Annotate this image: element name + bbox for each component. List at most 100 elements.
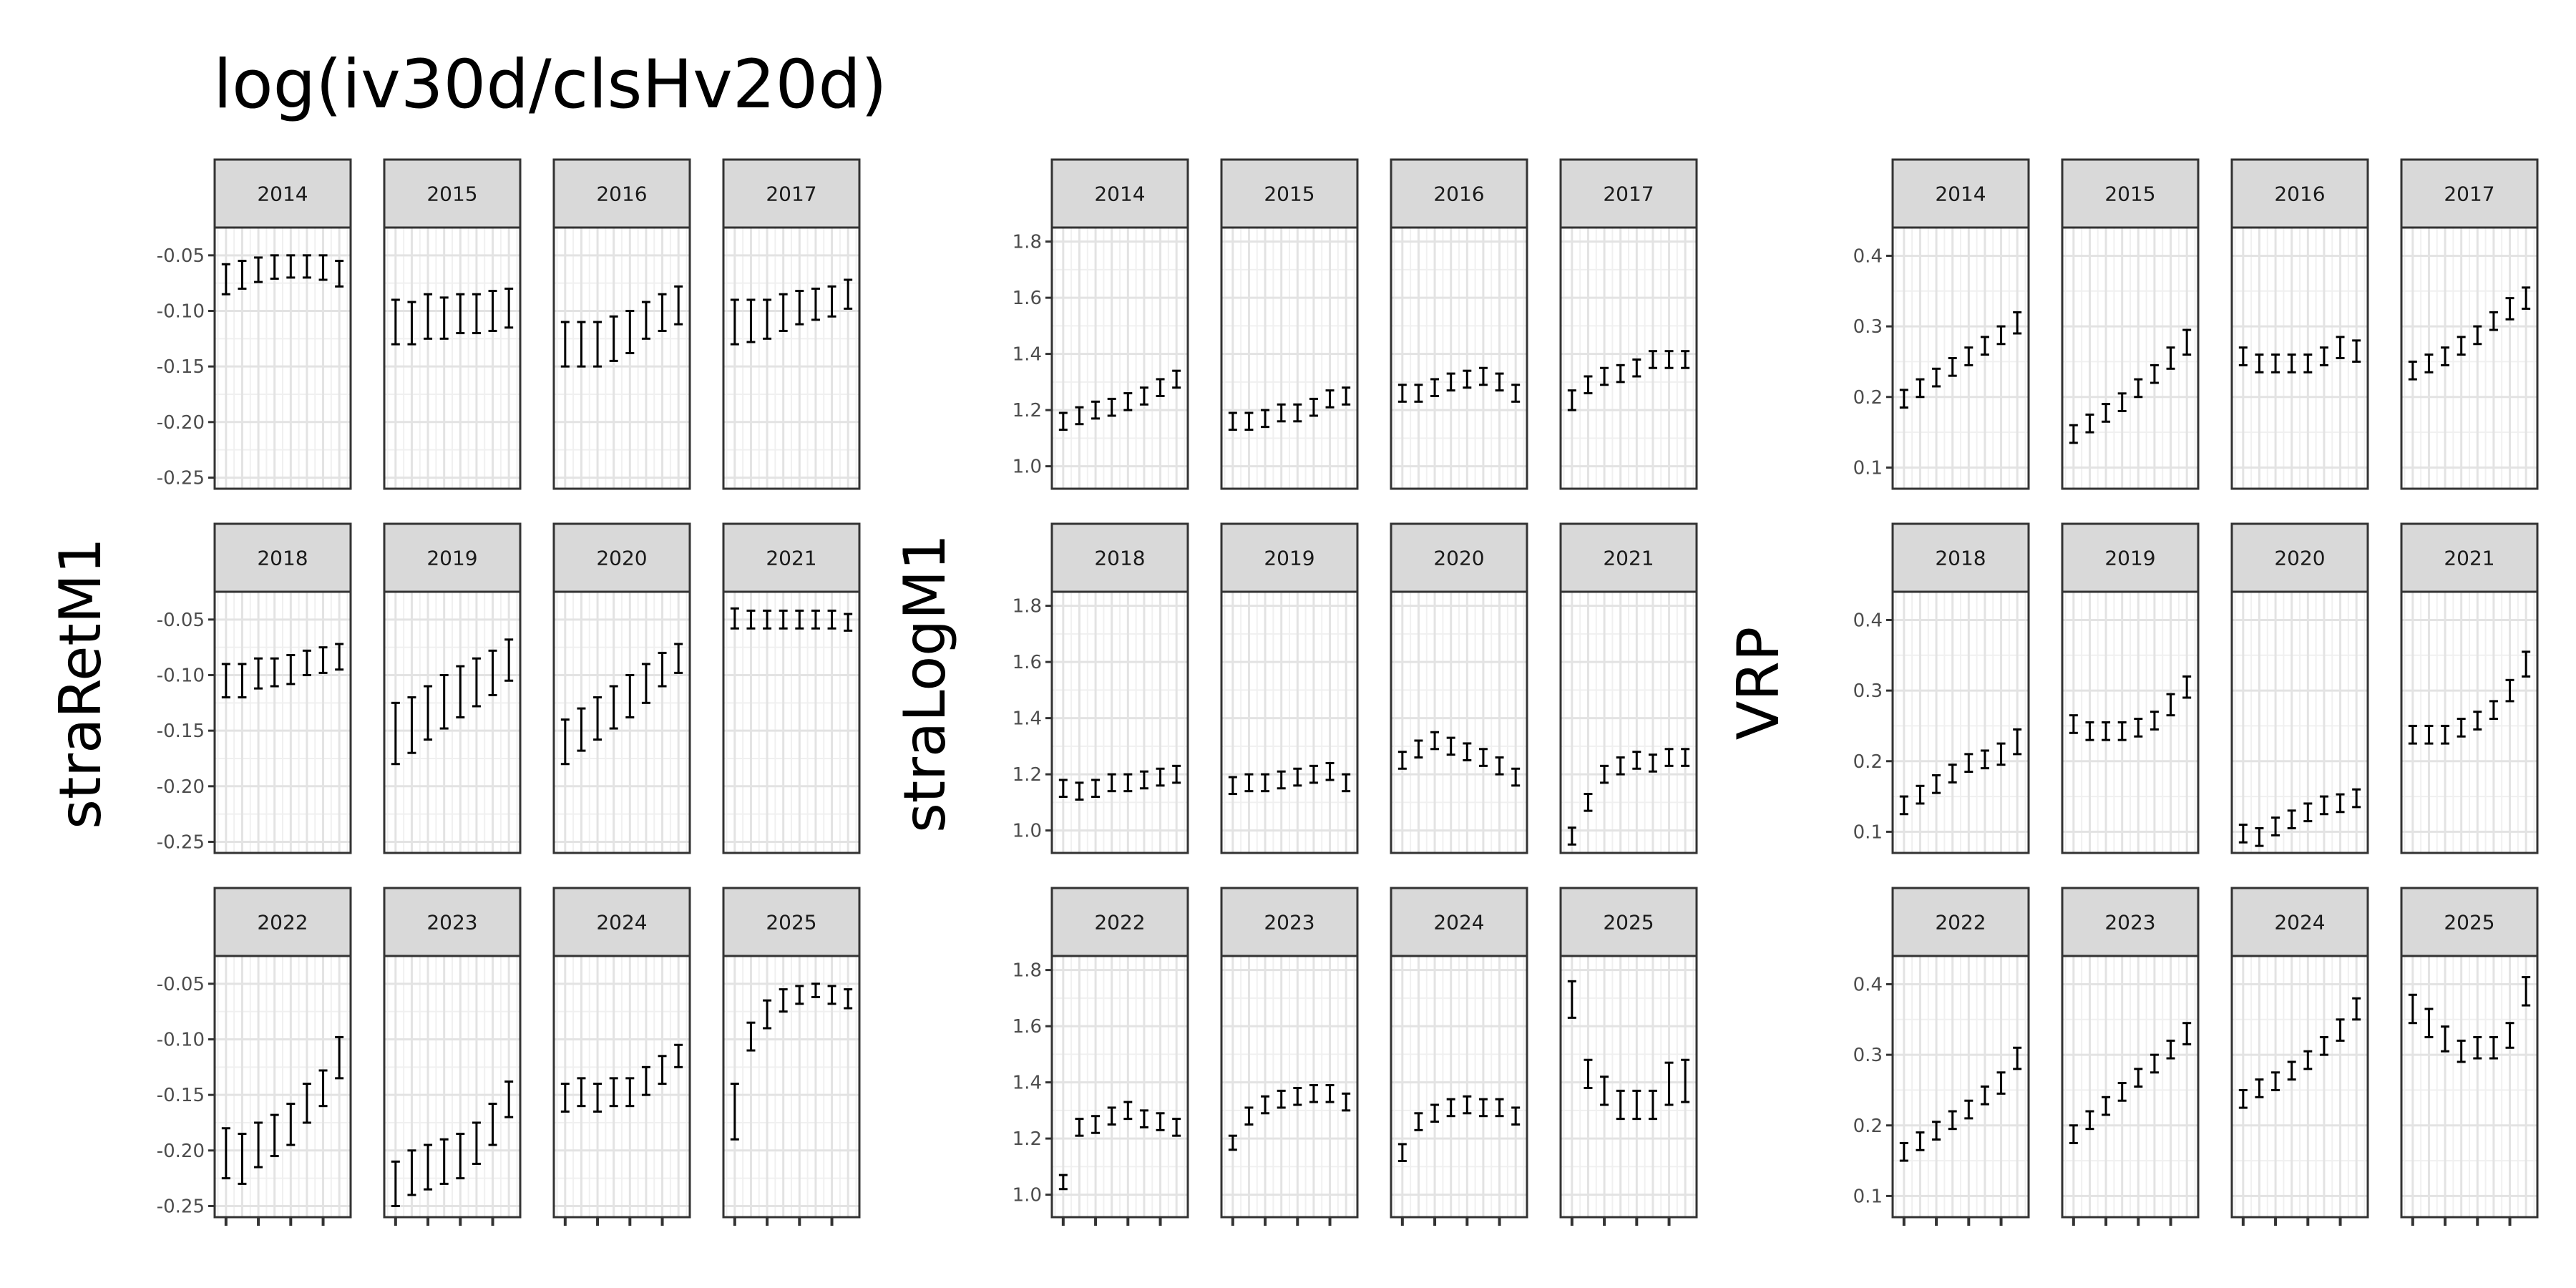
error-bar bbox=[2102, 721, 2111, 741]
error-bar bbox=[2287, 1060, 2296, 1081]
error-bar bbox=[335, 643, 344, 671]
error-bar bbox=[2238, 346, 2248, 366]
y-tick-label: -0.25 bbox=[157, 1196, 205, 1217]
y-tick-label: 1.2 bbox=[1013, 1128, 1042, 1150]
facet-strip-label: 2019 bbox=[2104, 547, 2155, 570]
error-bar bbox=[1107, 397, 1116, 417]
facet-panel: 2024 bbox=[552, 887, 691, 1226]
error-bar bbox=[2013, 311, 2022, 335]
error-bar bbox=[391, 1160, 400, 1207]
facet-panel: 2023 bbox=[383, 887, 522, 1226]
facet-strip-label: 2015 bbox=[1264, 182, 1314, 206]
error-bar bbox=[2238, 1088, 2248, 1109]
error-bar bbox=[1964, 753, 1974, 774]
y-tick-label: 0.1 bbox=[1853, 457, 1883, 479]
error-bar bbox=[1996, 325, 2006, 346]
plots-container: straRetM12014-0.05-0.10-0.15-0.20-0.2520… bbox=[47, 158, 2539, 1226]
facet-strip bbox=[213, 887, 352, 957]
facet-strip bbox=[2400, 522, 2539, 593]
error-bar bbox=[746, 298, 756, 343]
error-bar bbox=[2352, 788, 2361, 809]
error-bar bbox=[391, 701, 400, 766]
facet-panel: 2022 0.1 0.2 0.3 0.4 bbox=[1853, 887, 2030, 1226]
error-bar bbox=[1948, 1110, 1957, 1131]
error-bar bbox=[1478, 1098, 1488, 1118]
y-tick-label: 1.2 bbox=[1013, 764, 1042, 786]
error-bar bbox=[560, 718, 570, 766]
y-tick-label: 0.2 bbox=[1853, 1116, 1883, 1137]
error-bar bbox=[2166, 1039, 2175, 1060]
error-bar bbox=[1567, 826, 1576, 846]
y-tick-label: -0.20 bbox=[157, 776, 205, 798]
error-bar bbox=[2408, 993, 2417, 1025]
error-bar bbox=[2150, 364, 2159, 384]
facet-panel: 2022 1.0 1.2 1.4 1.6 1.8 bbox=[1013, 887, 1189, 1226]
facet-strip-label: 2014 bbox=[257, 182, 308, 206]
facet-strip bbox=[213, 158, 352, 229]
facet-strip bbox=[552, 158, 691, 229]
facet-strip-label: 2018 bbox=[257, 547, 308, 570]
facet-strip bbox=[722, 522, 861, 593]
error-bar bbox=[1463, 369, 1472, 389]
error-bar bbox=[2303, 802, 2313, 823]
y-tick-label: 1.0 bbox=[1013, 821, 1042, 842]
error-bar bbox=[2424, 1008, 2434, 1038]
y-tick-label: 0.3 bbox=[1853, 316, 1883, 338]
error-bar bbox=[1632, 751, 1641, 770]
y-tick-label: -0.05 bbox=[157, 245, 205, 267]
facet-strip-label: 2021 bbox=[1603, 547, 1654, 570]
error-bar bbox=[1648, 350, 1657, 369]
facet-strip-label: 2020 bbox=[2274, 547, 2325, 570]
facet-panel: 2023 bbox=[1220, 887, 1359, 1226]
facet-panel: 2019 bbox=[383, 522, 522, 854]
error-bar bbox=[795, 609, 804, 630]
error-bar bbox=[1342, 773, 1351, 793]
error-bar bbox=[1139, 386, 1148, 406]
error-bar bbox=[488, 649, 497, 696]
error-bar bbox=[221, 263, 230, 296]
error-bar bbox=[1156, 1112, 1165, 1131]
error-bar bbox=[2085, 1110, 2094, 1131]
facet-strip-label: 2024 bbox=[596, 911, 647, 935]
facet-strip bbox=[213, 522, 352, 593]
error-bar bbox=[609, 315, 618, 362]
error-bar bbox=[1309, 397, 1318, 417]
error-bar bbox=[238, 260, 247, 290]
error-bar bbox=[1244, 411, 1254, 431]
error-bar bbox=[1058, 779, 1068, 799]
error-bar bbox=[2102, 1096, 2111, 1116]
error-bar bbox=[302, 254, 311, 279]
facet-strip-label: 2014 bbox=[1094, 182, 1145, 206]
facet-strip bbox=[1891, 887, 2030, 957]
error-bar bbox=[472, 657, 481, 708]
error-bar bbox=[779, 293, 788, 332]
error-bar bbox=[763, 609, 772, 630]
facet-strip-label: 2025 bbox=[2444, 911, 2494, 935]
error-bar bbox=[658, 293, 667, 332]
error-bar bbox=[1964, 1099, 1974, 1120]
facet-strip-label: 2016 bbox=[2274, 182, 2325, 206]
error-bar bbox=[270, 254, 279, 280]
error-bar bbox=[1681, 1058, 1690, 1103]
y-tick-label: 0.1 bbox=[1853, 821, 1883, 843]
error-bar bbox=[2505, 297, 2514, 321]
error-bar bbox=[2408, 360, 2417, 381]
error-bar bbox=[1325, 1084, 1335, 1103]
error-bar bbox=[560, 1083, 570, 1113]
error-bar bbox=[1567, 980, 1576, 1019]
facet-panel: 2019 bbox=[1220, 522, 1359, 854]
facet-strip-label: 2017 bbox=[766, 182, 816, 206]
error-bar bbox=[1681, 350, 1690, 369]
facet-strip-label: 2025 bbox=[766, 911, 816, 935]
error-bar bbox=[2473, 711, 2482, 731]
error-bar bbox=[221, 1127, 230, 1180]
error-bar bbox=[254, 256, 263, 283]
error-bar bbox=[2134, 1068, 2143, 1088]
facet-strip bbox=[1050, 887, 1189, 957]
error-bar bbox=[2489, 311, 2498, 331]
facet-panel: 2025 bbox=[722, 887, 861, 1226]
error-bar bbox=[746, 1021, 756, 1052]
facet-strip-label: 2023 bbox=[2104, 911, 2155, 935]
facet-strip-label: 2022 bbox=[1094, 911, 1145, 935]
